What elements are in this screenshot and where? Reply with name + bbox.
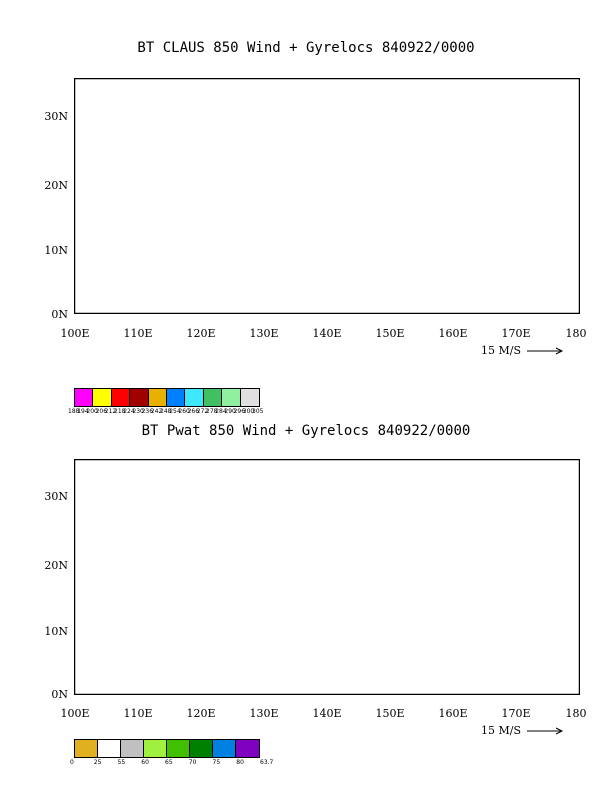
colorbar-tick-label: 75 — [212, 759, 221, 766]
colorbar-tick-label: 296 — [233, 408, 246, 415]
map1-ylabel-20n: 20N — [44, 179, 68, 192]
map2-ref-vector: 15 M/S — [481, 724, 565, 737]
ref-arrow-icon — [526, 347, 563, 355]
colorbar-tick-label: 60 — [141, 759, 149, 766]
colorbar-tick-label: 25 — [93, 759, 102, 766]
map1-ylabel-0n: 0N — [51, 308, 68, 321]
colorbar-tick-label: 206 — [95, 408, 108, 415]
colorbar-tick-label: 188 — [68, 408, 80, 415]
colorbar-tick-label: 266 — [187, 408, 200, 415]
colorbar-tick-label: 272 — [196, 408, 209, 415]
map1-panel — [74, 78, 580, 314]
map1-xlabel-110e: 110E — [123, 327, 153, 340]
map2-xlabel-130e: 130E — [249, 707, 279, 720]
colorbar-swatch — [222, 389, 241, 406]
colorbar-tick-label: 0 — [70, 759, 74, 766]
map2-ref-vector-label: 15 M/S — [481, 724, 521, 737]
map1-xlabel-150e: 150E — [375, 327, 405, 340]
map1-xlabel-130e: 130E — [249, 327, 279, 340]
colorbar-swatch — [130, 389, 149, 406]
map1-xlabel-100e: 100E — [60, 327, 90, 340]
map1-ref-vector-label: 15 M/S — [481, 344, 521, 357]
colorbar-tick-label: 242 — [150, 408, 163, 415]
colorbar-tick-label: 65 — [165, 759, 173, 766]
colorbar-tick-label: 284 — [215, 408, 227, 415]
colorbar-tick-label: 300 — [242, 408, 255, 415]
colorbar-tick-label: 278 — [206, 408, 218, 415]
colorbar-swatch — [203, 389, 223, 406]
map2-xlabel-110e: 110E — [123, 707, 153, 720]
colorbar-swatch — [167, 740, 190, 757]
map2-xlabel-160e: 160E — [438, 707, 468, 720]
colorbar-swatch — [166, 389, 186, 406]
map1-xlabel-140e: 140E — [312, 327, 342, 340]
map2-xlabel-120e: 120E — [186, 707, 216, 720]
map1-ylabel-10n: 10N — [44, 244, 68, 257]
colorbar-tick-label: 290 — [224, 408, 236, 415]
ref-arrow-icon — [526, 727, 563, 735]
map2-xlabel-170e: 170E — [501, 707, 531, 720]
colorbar-tick-label: 194 — [77, 408, 89, 415]
map1-frame — [74, 78, 580, 314]
colorbar-swatch — [111, 389, 131, 406]
map2-colorbar — [74, 739, 260, 758]
colorbar-tick-label: 224 — [123, 408, 135, 415]
colorbar-tick-label: 254 — [169, 408, 181, 415]
colorbar-swatch — [144, 740, 167, 757]
colorbar-tick-label: 80 — [236, 759, 244, 766]
map2-ylabel-30n: 30N — [44, 490, 68, 503]
colorbar-swatch — [213, 740, 236, 757]
colorbar-tick-label: 63.7 — [260, 759, 274, 766]
map2-xlabel-150e: 150E — [375, 707, 405, 720]
colorbar-tick-label: 236 — [141, 408, 154, 415]
colorbar-tick-label: 260 — [178, 408, 190, 415]
colorbar-swatch — [148, 389, 167, 406]
colorbar-tick-label: 70 — [188, 759, 197, 766]
colorbar-swatch — [93, 389, 112, 406]
colorbar-tick-label: 200 — [86, 408, 98, 415]
map1-colorbar — [74, 388, 260, 407]
map2-xlabel-100e: 100E — [60, 707, 90, 720]
colorbar-swatch — [236, 740, 259, 757]
colorbar-tick-label: 248 — [160, 408, 172, 415]
colorbar-swatch — [75, 389, 94, 406]
map2-ylabel-20n: 20N — [44, 559, 68, 572]
map1-xlabel-170e: 170E — [501, 327, 531, 340]
colorbar-swatch — [190, 740, 213, 757]
colorbar-swatch — [185, 389, 204, 406]
colorbar-swatch — [75, 740, 98, 757]
colorbar-tick-label: 230 — [132, 408, 144, 415]
colorbar-tick-label: 218 — [114, 408, 126, 415]
map1-ylabel-30n: 30N — [44, 110, 68, 123]
colorbar-tick-label: 55 — [117, 759, 126, 766]
map2-frame — [74, 459, 580, 695]
map2-panel — [74, 459, 580, 695]
map1-title: BT CLAUS 850 Wind + Gyrelocs 840922/0000 — [137, 40, 475, 56]
colorbar-swatch — [240, 389, 259, 406]
colorbar-tick-label: 305 — [252, 408, 264, 415]
colorbar-swatch — [121, 740, 144, 757]
map2-ylabel-10n: 10N — [44, 625, 68, 638]
map1-svg — [74, 78, 580, 314]
map2-xlabel-140e: 140E — [312, 707, 342, 720]
map2-svg — [74, 459, 580, 695]
map2-ylabel-0n: 0N — [51, 688, 68, 701]
map1-ref-vector: 15 M/S — [481, 344, 565, 357]
map1-xlabel-120e: 120E — [186, 327, 216, 340]
map2-title: BT Pwat 850 Wind + Gyrelocs 840922/0000 — [141, 423, 471, 439]
colorbar-tick-label: 212 — [104, 408, 117, 415]
colorbar-swatch — [98, 740, 121, 757]
map1-xlabel-160e: 160E — [438, 327, 468, 340]
map1-xlabel-180: 180 — [565, 327, 587, 340]
map2-xlabel-180: 180 — [565, 707, 587, 720]
